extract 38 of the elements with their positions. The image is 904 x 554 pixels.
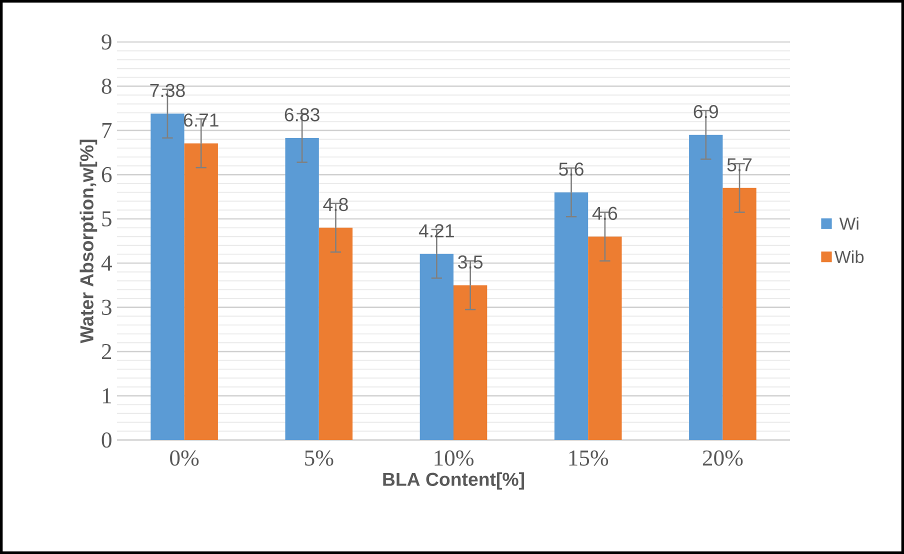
bar [285,138,319,440]
bar [554,192,588,440]
y-tick-label: 4 [101,256,112,271]
data-label: 7.38 [150,84,185,98]
bar [318,228,353,440]
data-label: 6.9 [694,105,718,118]
y-tick-label: 7 [102,123,112,138]
y-tick-label: 1 [102,388,111,404]
data-label: 3.5 [458,255,483,269]
bar [420,254,454,440]
bar [150,114,184,440]
y-tick-label: 3 [102,300,112,315]
data-label: 5.6 [559,162,584,176]
data-label: 4.21 [418,224,454,238]
bar [588,236,622,440]
x-tick-label: 20% [702,450,743,466]
x-tick-label: 5% [305,450,334,466]
y-tick-label: 6 [102,167,112,182]
bar [689,134,723,440]
y-tick-label: 8 [102,78,112,94]
bar [184,143,218,440]
data-label: 5.7 [727,158,752,172]
bar [454,285,488,440]
x-axis-title: BLA Content[%] [383,472,524,490]
legend-label: Wi [839,217,858,230]
x-tick-label: 0% [170,450,199,466]
x-tick-label: 10% [434,450,474,466]
x-tick-label: 15% [569,450,608,466]
y-axis-title: Water Absorption,w[%] [80,140,98,344]
legend-label: Wib [834,250,864,264]
y-tick-label: 0 [102,432,112,448]
y-tick-label: 5 [102,211,112,226]
data-label: 4.8 [323,198,348,212]
y-tick-label: 2 [102,344,112,360]
data-label: 4.6 [592,206,618,220]
data-label: 6.83 [284,108,320,122]
y-tick-label: 9 [102,34,112,50]
bar [722,188,756,440]
